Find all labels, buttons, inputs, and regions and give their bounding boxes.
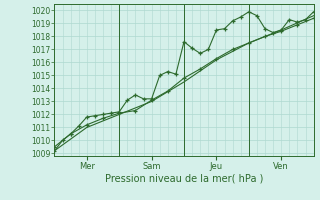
- X-axis label: Pression niveau de la mer( hPa ): Pression niveau de la mer( hPa ): [105, 173, 263, 183]
